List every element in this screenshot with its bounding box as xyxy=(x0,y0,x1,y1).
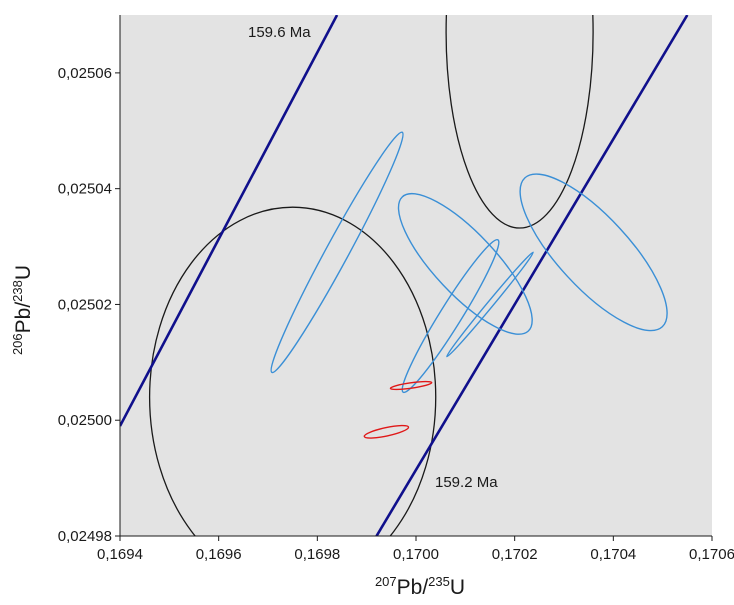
x-tick-label-2: 0,1696 xyxy=(196,546,242,563)
blue-ellipse-3 xyxy=(401,238,500,394)
x-tick-label-3: 0,1698 xyxy=(294,546,340,563)
red-ellipse-2 xyxy=(389,380,433,391)
y-tick-label-3: 0,02502 xyxy=(58,296,112,313)
blue-ellipse-2 xyxy=(397,192,533,335)
black-ellipse-1 xyxy=(148,206,437,536)
x-tick-label-4: 0,1700 xyxy=(393,546,439,563)
blue-ellipse-5 xyxy=(446,251,534,358)
y-tick-label-5: 0,02506 xyxy=(58,65,112,82)
y-tick-label-2: 0,02500 xyxy=(58,412,112,429)
red-ellipse-1 xyxy=(363,424,410,439)
concordia-label-2: 159.2 Ma xyxy=(435,474,498,491)
concordia-label-1: 159.6 Ma xyxy=(248,24,311,41)
blue-ellipse-4 xyxy=(519,173,668,332)
concordia-line-2 xyxy=(375,15,689,536)
y-tick-label-1: 0,02498 xyxy=(58,528,112,545)
black-ellipse-2 xyxy=(445,15,594,229)
blue-ellipse-1 xyxy=(270,131,404,374)
plot-area xyxy=(120,15,712,536)
concordia-line-1 xyxy=(120,15,339,427)
y-tick-label-4: 0,02504 xyxy=(58,181,112,198)
x-tick-label-1: 0,1694 xyxy=(97,546,143,563)
y-axis-title: 206Pb/238U xyxy=(10,265,35,355)
x-axis-title: 207Pb/235U xyxy=(375,574,465,599)
x-tick-label-6: 0,1704 xyxy=(590,546,636,563)
x-tick-label-7: 0,1706 xyxy=(689,546,734,563)
x-tick-label-5: 0,1702 xyxy=(492,546,538,563)
